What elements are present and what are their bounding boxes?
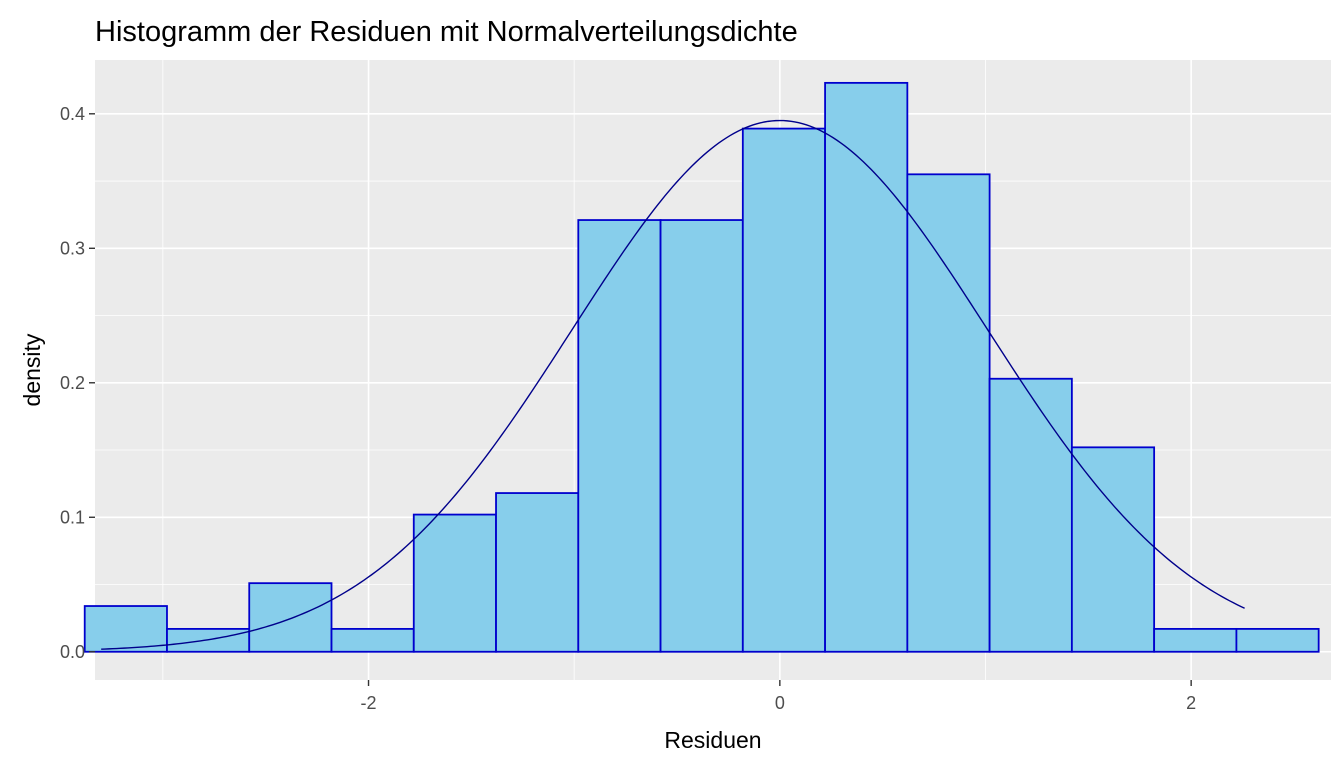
y-tick-label: 0.1 [60,507,85,527]
histogram-bars [83,81,1320,653]
x-tick-label: 2 [1186,693,1196,713]
histogram-bar [577,219,662,653]
histogram-bar [988,377,1073,653]
histogram-bar [824,81,909,653]
chart-title: Histogramm der Residuen mit Normalvertei… [95,16,798,48]
histogram-bar [906,173,991,653]
histogram-bar [248,582,333,653]
histogram-bar [659,219,744,653]
x-axis-title: Residuen [664,727,761,753]
histogram-bar [1070,446,1156,653]
y-tick-label: 0.0 [60,642,85,662]
histogram-bar [495,492,580,653]
x-axis: -2 0 2 [361,680,1196,713]
histogram-bar [741,127,826,653]
y-axis: 0.0 0.1 0.2 0.3 0.4 [60,104,95,662]
histogram-bar [330,627,415,653]
histogram-bar [83,605,168,653]
y-tick-label: 0.2 [60,373,85,393]
x-tick-label: 0 [775,693,785,713]
density-curve [101,119,1245,650]
y-tick-label: 0.3 [60,238,85,258]
histogram-bar [1235,627,1320,653]
y-tick-label: 0.4 [60,104,85,124]
histogram-bar [412,513,497,653]
x-tick-label: -2 [361,693,377,713]
y-axis-title: density [19,333,45,406]
histogram-bar [1153,627,1238,653]
